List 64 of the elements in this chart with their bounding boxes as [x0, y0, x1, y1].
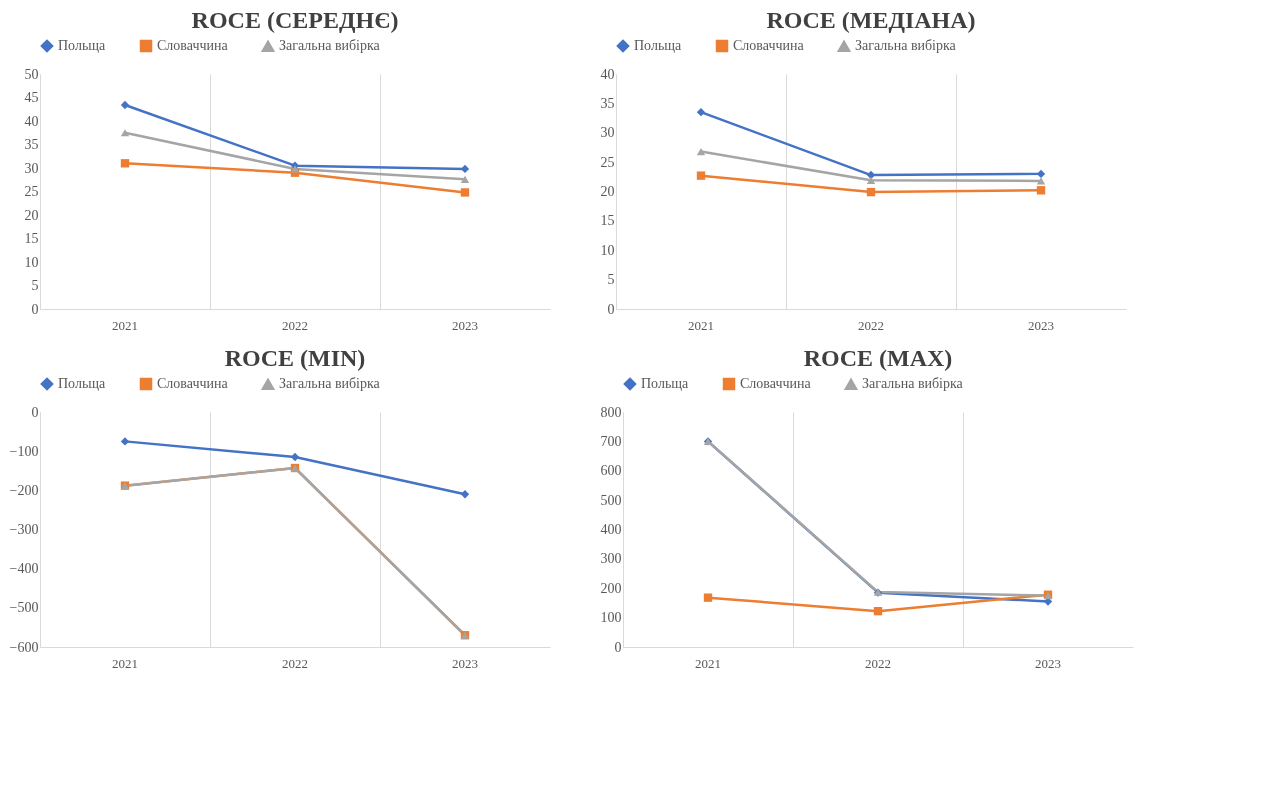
- legend-label: Польща: [58, 376, 107, 391]
- y-tick-label: 5: [31, 278, 39, 293]
- y-tick-label: 0: [614, 639, 622, 655]
- legend-label: Загальна вибірка: [855, 38, 957, 54]
- x-tick-label: 2022: [865, 655, 891, 671]
- y-tick-label: −200: [9, 482, 39, 498]
- legend-label: Польща: [641, 376, 690, 391]
- legend-label: Польща: [634, 38, 683, 53]
- chart-title: ROCE (МЕДІАНА): [766, 7, 976, 33]
- y-tick-label: 10: [600, 242, 615, 258]
- y-tick-label: 5: [607, 272, 615, 288]
- y-tick-label: 300: [600, 551, 622, 567]
- x-tick-label: 2023: [452, 655, 478, 671]
- y-tick-label: 45: [24, 90, 39, 105]
- y-tick-label: 35: [600, 95, 615, 111]
- legend-label: Словаччина: [157, 376, 229, 391]
- x-tick-label: 2021: [112, 655, 138, 671]
- chart-title: ROCE (MIN): [224, 345, 366, 371]
- chart-title: ROCE (MAX): [803, 345, 953, 371]
- y-tick-label: 600: [600, 463, 622, 479]
- y-tick-label: 35: [24, 137, 39, 152]
- legend-label: Словаччина: [740, 376, 812, 391]
- y-tick-label: 700: [600, 433, 622, 449]
- y-tick-label: 100: [600, 610, 622, 626]
- y-tick-label: −400: [9, 561, 39, 577]
- y-tick-label: 30: [600, 125, 615, 141]
- x-tick-label: 2022: [858, 317, 884, 333]
- y-tick-label: 50: [24, 66, 39, 82]
- y-tick-label: 500: [600, 492, 622, 508]
- x-tick-label: 2023: [1028, 317, 1054, 333]
- x-tick-label: 2021: [112, 317, 138, 333]
- legend-label: Польща: [58, 38, 107, 53]
- y-tick-label: 20: [24, 207, 39, 223]
- legend-label: Загальна вибірка: [279, 38, 381, 54]
- y-tick-label: 800: [600, 404, 622, 420]
- y-tick-label: 30: [24, 160, 39, 176]
- y-tick-label: 400: [600, 522, 622, 537]
- x-tick-label: 2021: [695, 655, 721, 671]
- y-tick-label: 0: [31, 404, 39, 420]
- y-tick-label: 0: [31, 301, 39, 317]
- x-tick-label: 2023: [452, 317, 478, 333]
- y-tick-label: −100: [9, 443, 39, 459]
- legend-label: Словаччина: [157, 38, 229, 53]
- y-tick-label: 40: [24, 113, 39, 129]
- x-tick-label: 2022: [282, 317, 308, 333]
- y-tick-label: −500: [9, 600, 39, 616]
- y-tick-label: 20: [600, 184, 615, 199]
- y-tick-label: 15: [24, 231, 39, 246]
- y-tick-label: −600: [9, 639, 39, 655]
- x-tick-label: 2022: [282, 655, 308, 671]
- y-tick-label: 25: [24, 184, 39, 199]
- y-tick-label: −300: [9, 522, 39, 537]
- chart-title: ROCE (СЕРЕДНЄ): [191, 7, 399, 33]
- y-tick-label: 200: [600, 580, 622, 596]
- legend-label: Словаччина: [733, 38, 805, 53]
- y-tick-label: 0: [607, 301, 615, 317]
- y-tick-label: 40: [600, 66, 615, 82]
- legend-label: Загальна вибірка: [862, 376, 964, 392]
- y-tick-label: 25: [600, 154, 615, 170]
- y-tick-label: 10: [24, 254, 39, 270]
- x-tick-label: 2021: [688, 317, 714, 333]
- legend-label: Загальна вибірка: [279, 376, 381, 392]
- x-tick-label: 2023: [1035, 655, 1061, 671]
- y-tick-label: 15: [600, 213, 615, 229]
